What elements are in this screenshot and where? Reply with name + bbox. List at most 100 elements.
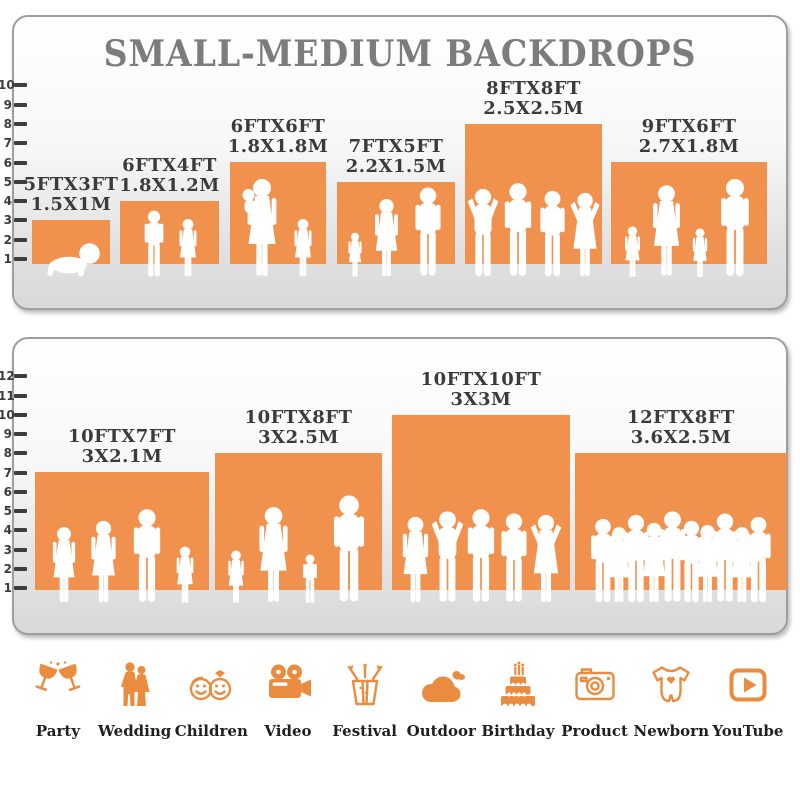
wedding-icon xyxy=(120,662,150,706)
medium-backdrops-panel: 1 2 3 4 5 6 7 8 9 10 11 12 10FTX7FT 3X2.1M 10FTX8FT 3X… xyxy=(0,337,788,635)
ruler-dash xyxy=(14,141,27,146)
ruler-tick-2: 2 xyxy=(0,232,27,248)
ruler-tick-3: 3 xyxy=(0,212,27,228)
category-product: Product xyxy=(557,660,633,740)
ruler-number: 5 xyxy=(3,504,12,518)
category-label: Product xyxy=(561,722,628,740)
ruler-dash xyxy=(14,218,27,223)
size-ft-text: 9FTX6FT xyxy=(641,116,737,137)
person-silhouette-girl xyxy=(176,546,193,603)
video-icon xyxy=(268,664,311,698)
backdrop-bar-10ftx7ft: 10FTX7FT 3X2.1M xyxy=(35,427,209,603)
ruler-number: 4 xyxy=(3,523,12,538)
category-label: Festival xyxy=(332,722,397,740)
birthday-icon xyxy=(500,661,535,709)
ruler-number: 2 xyxy=(3,561,12,576)
person-silhouette-man xyxy=(721,179,749,276)
ruler-tick-3: 3 xyxy=(0,542,27,558)
youtube-icon xyxy=(729,668,767,702)
ruler-tick-9: 9 xyxy=(0,426,27,442)
person-silhouette-boy xyxy=(303,554,317,603)
backdrop-bar-10ftx8ft: 10FTX8FT 3X2.5M xyxy=(215,408,382,603)
person-silhouette-man xyxy=(414,187,441,276)
ruler-tick-7: 7 xyxy=(0,465,27,481)
ruler-tick-12: 12 xyxy=(0,368,27,384)
ruler-tick-6: 6 xyxy=(0,484,27,500)
ruler-number: 6 xyxy=(3,484,12,499)
ruler-dash xyxy=(14,412,27,417)
size-m-text: 3X2.1M xyxy=(81,446,163,467)
person-silhouette-man-armsup xyxy=(431,511,464,602)
backdrop-size-label: 10FTX7FT 3X2.1M xyxy=(68,427,176,467)
small-backdrops-panel: SMALL-MEDIUM BACKDROPS 1 2 3 4 5 6 7 8 9 10 5FTX3… xyxy=(0,15,788,310)
ruler-dash xyxy=(14,509,27,513)
backdrop-size-label: 6FTX6FT 1.8X1.8M xyxy=(228,117,329,157)
size-m-text: 3X3M xyxy=(450,389,512,410)
people-silhouettes xyxy=(337,186,455,278)
person-silhouette-woman-baby xyxy=(242,179,277,276)
ruler-number: 7 xyxy=(3,136,12,151)
size-ft-text: 10FTX7FT xyxy=(68,426,176,447)
category-outdoor: Outdoor xyxy=(403,660,479,740)
outdoor-icon xyxy=(422,671,466,702)
person-silhouette-woman xyxy=(52,527,75,603)
ruler-number: 2 xyxy=(3,232,12,247)
category-party: Party xyxy=(20,660,96,740)
ruler-tick-5: 5 xyxy=(0,174,27,190)
category-video: Video xyxy=(250,660,326,740)
category-row: Party Wedding Children Video Festival Outdoor… xyxy=(0,660,800,740)
category-youtube: YouTube xyxy=(710,660,786,740)
ruler-tick-1: 1 xyxy=(0,580,27,596)
ruler-tick-7: 7 xyxy=(0,135,27,151)
backdrop-size-label: 10FTX10FT 3X3M xyxy=(421,370,542,410)
category-festival: Festival xyxy=(327,660,403,740)
size-ft-text: 10FTX8FT xyxy=(244,407,353,428)
person-silhouette-girl xyxy=(294,219,312,277)
backdrop-bar-10ftx10ft: 10FTX10FT 3X3M xyxy=(392,370,570,603)
person-silhouette-girl xyxy=(347,232,362,277)
ruler-tick-8: 8 xyxy=(0,445,27,461)
person-silhouette-man xyxy=(504,183,532,276)
person-silhouette-girl xyxy=(178,219,197,277)
ruler-tick-8: 8 xyxy=(0,116,27,132)
ruler-number: 1 xyxy=(3,581,12,595)
people-silhouettes xyxy=(230,178,326,278)
person-silhouette-woman xyxy=(402,516,429,603)
ruler-tick-6: 6 xyxy=(0,155,27,171)
page-title: SMALL-MEDIUM BACKDROPS xyxy=(103,33,697,75)
people-silhouettes xyxy=(392,508,570,604)
ruler-tick-4: 4 xyxy=(0,522,27,538)
size-ft-text: 6FTX4FT xyxy=(122,155,217,176)
ruler-dash xyxy=(14,470,27,475)
person-silhouette-man xyxy=(467,509,495,602)
category-newborn: Newborn xyxy=(633,660,709,740)
category-label: Outdoor xyxy=(406,722,476,740)
ruler-tick-9: 9 xyxy=(0,97,27,113)
size-ft-text: 5FTX3FT xyxy=(23,174,119,195)
ruler-number: 8 xyxy=(3,116,12,131)
ruler-dash xyxy=(14,83,27,88)
ruler-number: 8 xyxy=(3,446,12,461)
ruler-tick-1: 1 xyxy=(0,251,27,267)
size-m-text: 2.2X1.5M xyxy=(345,156,447,177)
ruler-tick-10: 10 xyxy=(0,77,27,93)
ruler-number: 10 xyxy=(0,78,15,93)
size-ft-text: 7FTX5FT xyxy=(348,136,444,157)
product-icon xyxy=(574,668,615,701)
person-silhouette-man xyxy=(712,513,738,602)
backdrop-size-label: 8FTX8FT 2.5X2.5M xyxy=(483,79,584,119)
backdrop-size-label: 6FTX4FT 1.8X1.2M xyxy=(119,156,220,196)
ruler-number: 10 xyxy=(0,407,15,422)
category-label: Newborn xyxy=(633,722,709,740)
category-label: Children xyxy=(174,722,248,740)
backdrop-bar-7ftx5ft: 7FTX5FT 2.2X1.5M xyxy=(337,137,455,277)
ruler-dash xyxy=(14,374,27,379)
size-m-text: 1.8X1.8M xyxy=(227,136,329,157)
size-m-text: 2.7X1.8M xyxy=(638,136,740,157)
festival-icon xyxy=(347,663,382,706)
ruler-number: 11 xyxy=(0,388,15,403)
people-silhouettes xyxy=(611,178,767,278)
ruler-tick-11: 11 xyxy=(0,388,27,404)
size-m-text: 3.6X2.5M xyxy=(630,427,732,448)
